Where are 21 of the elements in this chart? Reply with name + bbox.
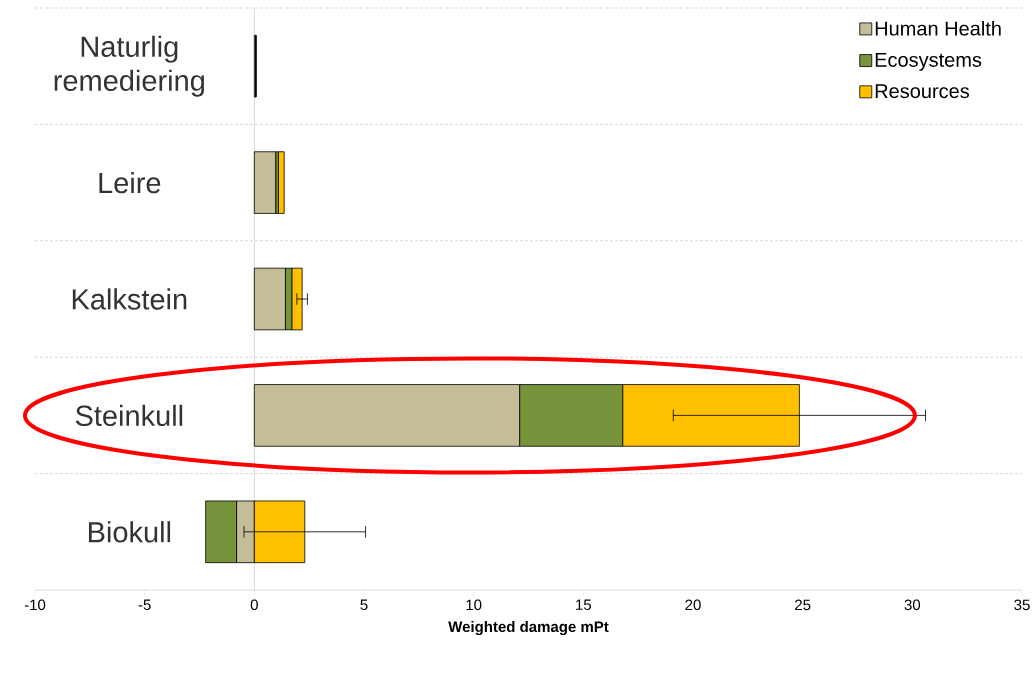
y-tick-label: Biokull: [88, 521, 171, 543]
legend-label: Resources: [875, 84, 970, 99]
x-tick-label: 5: [360, 599, 368, 610]
x-tick-label: -5: [138, 599, 151, 610]
legend-label: Human Health: [875, 20, 1001, 36]
bar: [278, 151, 285, 214]
y-tick-label: Leire: [99, 171, 161, 194]
y-tick-label: Steinkull: [75, 404, 183, 427]
x-tick-label: 10: [466, 599, 482, 611]
x-tick-label: 20: [685, 599, 701, 611]
y-tick-label: Kalkstein: [72, 288, 187, 310]
x-tick-label: 15: [576, 599, 592, 610]
legend-label: Ecosystems: [875, 52, 982, 71]
x-axis-title: Weighted damage mPt: [448, 621, 609, 636]
x-tick-label: -10: [24, 599, 46, 611]
x-tick-label: 25: [795, 599, 811, 611]
x-tick-label: 0: [250, 599, 258, 611]
bar: [253, 151, 277, 214]
y-tick-label: Naturlig remediering: [54, 35, 204, 97]
x-tick-label: 30: [904, 599, 921, 611]
x-tick-label: 35: [1014, 599, 1030, 611]
